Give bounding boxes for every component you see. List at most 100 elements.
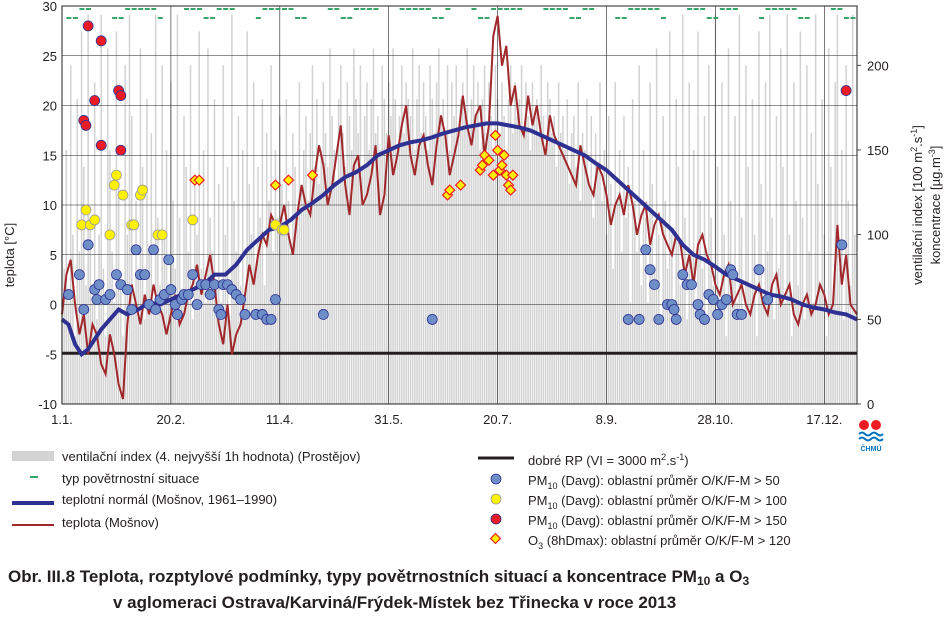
vi-bar (753, 234, 756, 404)
o3-marker (476, 159, 489, 171)
vi-bar (793, 82, 795, 404)
vi-bar (111, 251, 113, 404)
vi-bar (348, 116, 351, 404)
vi-bar (849, 285, 852, 404)
vi-bar (603, 149, 606, 404)
vi-bar (246, 31, 248, 404)
vi-bar (213, 99, 216, 405)
vi-bar (675, 99, 677, 405)
vi-bar (485, 133, 488, 404)
vi-bar (771, 217, 773, 404)
vi-bar (394, 99, 397, 405)
vi-bar (723, 234, 725, 404)
pm10-50-marker (677, 269, 689, 281)
vi-bar (414, 149, 416, 404)
vi-bar (102, 268, 105, 404)
vi-bar (263, 285, 266, 404)
legend-situation-label: typ povětrnostní situace (62, 471, 199, 486)
vi-bar (150, 133, 153, 404)
temperature-normal-series-line (60, 121, 858, 358)
vi-bar (503, 116, 505, 404)
o3-marker (489, 129, 502, 142)
vi-bar (472, 65, 475, 404)
vi-bar (553, 116, 556, 404)
vi-bar (198, 31, 200, 404)
y-left-tick-label: 0 (50, 298, 57, 313)
pm10-50-marker (686, 279, 697, 291)
vi-bar (115, 31, 118, 404)
vi-bar (525, 82, 527, 404)
vi-bar (764, 82, 767, 404)
pm10-50-marker (82, 239, 94, 251)
vi-bar (773, 319, 775, 404)
vi-bar (851, 14, 854, 405)
vi-bar (403, 133, 405, 404)
o3-marker (483, 154, 495, 167)
vi-bar (311, 65, 314, 404)
y-left-tick-label: 30 (43, 0, 57, 14)
o3-marker (507, 169, 519, 181)
vi-bar (505, 149, 508, 404)
pm10-50-marker (270, 294, 281, 305)
vi-bar (477, 82, 479, 404)
x-axis-ticks: 1.1. 20.2. 11.4. 31.5. 20.7. 8.9. 28.10. 17.12. (51, 412, 842, 427)
plot-frame (61, 5, 858, 405)
vi-bar (268, 200, 270, 404)
vi-bar (370, 99, 373, 405)
vi-bar (475, 116, 477, 404)
vi-bar (836, 14, 839, 405)
legend-normal-label: teplotní normál (Mošnov, 1961–1990) (62, 492, 277, 507)
vi-bar (843, 319, 845, 404)
vi-bar (599, 82, 601, 404)
vi-bar (577, 82, 579, 404)
vi-bar (464, 116, 466, 404)
o3-marker (487, 169, 500, 181)
pm10-50-marker (150, 304, 162, 315)
pm10-150-marker (115, 144, 127, 156)
vi-bar (769, 14, 771, 405)
pm10-100-marker (128, 219, 140, 231)
vi-bar (520, 65, 523, 404)
x-tick-label: 8.9. (596, 412, 618, 427)
vi-bar (549, 99, 551, 405)
vi-bar (372, 48, 375, 405)
vi-bar (122, 336, 124, 404)
vi-bar (146, 99, 148, 405)
pm10-100-marker (117, 189, 129, 201)
pm10-100-marker (278, 224, 290, 236)
pm10-50-marker (633, 314, 645, 325)
vi-bar (708, 65, 710, 404)
vi-bar (590, 116, 593, 404)
o3-marker (269, 179, 282, 191)
vi-bar (228, 319, 231, 404)
pm10-50-marker (182, 289, 194, 300)
vi-bar (316, 99, 318, 405)
pm10-50-marker (668, 304, 680, 315)
vi-bar (390, 116, 392, 404)
vi-bar (538, 133, 540, 404)
vi-bar (329, 48, 331, 405)
vi-bar (222, 65, 224, 404)
vi-bar (786, 14, 789, 405)
pm10-150-marker (95, 35, 107, 47)
vi-bar (614, 82, 616, 404)
vi-bar (640, 285, 643, 404)
legend-pm100-label: PM10 (Davg): oblastní průměr O/K/F-M > 1… (528, 493, 787, 511)
pm10-100-marker (187, 214, 199, 226)
vi-bar (825, 336, 828, 404)
vi-bar (642, 149, 645, 404)
pm10-50-marker (74, 269, 85, 281)
pm10-50-marker (644, 264, 656, 276)
vi-bar (424, 116, 427, 404)
vi-bar (705, 319, 708, 404)
vi-bar (248, 183, 251, 404)
vi-bar (185, 166, 187, 404)
vi-bar (492, 149, 495, 404)
legend-pm150-label: PM10 (Davg): oblastní průměr O/K/F-M > 1… (528, 513, 787, 531)
pm10-50-marker (836, 239, 848, 251)
vi-bar (799, 31, 802, 404)
vi-bar (144, 319, 146, 404)
vi-bar (163, 234, 166, 404)
vi-bar (215, 285, 218, 404)
pm10-50-marker (121, 284, 133, 295)
